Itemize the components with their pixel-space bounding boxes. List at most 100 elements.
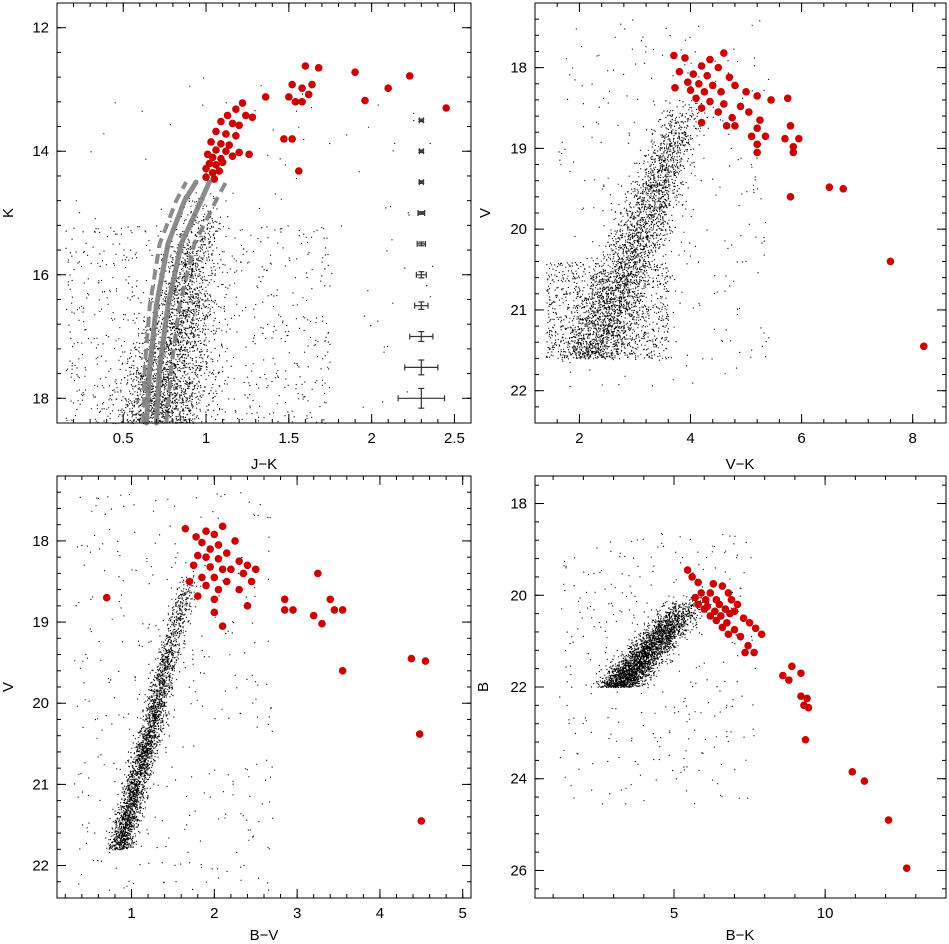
member-star-point (670, 51, 678, 60)
member-star-point (218, 158, 227, 167)
member-star-point (753, 92, 761, 100)
member-star-point (724, 630, 733, 639)
member-star-point (695, 79, 703, 88)
member-star-point (210, 530, 219, 539)
member-star-point (261, 93, 270, 101)
member-star-point (681, 54, 689, 62)
y-tick-label: 20 (32, 695, 49, 712)
member-star-point (688, 573, 696, 581)
member-star-point (228, 152, 237, 160)
member-star-point (781, 134, 789, 143)
member-star-point (189, 561, 198, 570)
panel-bv-v-x-label: B−V (250, 927, 279, 944)
member-star-point (338, 666, 347, 675)
member-star-point (214, 541, 223, 549)
panel-vk-v-x-ticks: 2 4 6 8 (534, 3, 936, 447)
member-star-point (789, 142, 798, 151)
panel-bk-b-frame (534, 475, 947, 899)
y-tick-label: 18 (32, 533, 49, 550)
member-star-point (797, 669, 805, 678)
member-star-point (210, 175, 219, 183)
member-star-point (222, 549, 231, 557)
member-star-point (181, 524, 190, 533)
member-star-point (405, 72, 414, 80)
member-star-point (202, 553, 210, 561)
member-star-point (686, 86, 695, 95)
member-star-point (294, 167, 303, 175)
member-star-point (288, 135, 296, 143)
member-star-point (330, 606, 339, 614)
x-tick-label: 6 (797, 430, 805, 447)
member-star-point (222, 147, 230, 156)
member-star-point (761, 132, 770, 141)
panel-bk-b-y-label: B (475, 682, 492, 692)
panel-vk-v-y-ticks: 18 19 20 21 22 (510, 2, 946, 424)
member-star-point (697, 62, 706, 70)
y-tick-label: 21 (32, 776, 49, 793)
panel-jk-k-y-label: K (0, 208, 17, 218)
member-star-point (703, 71, 711, 80)
panel-bv-v-y-ticks: 18 19 20 21 22 (32, 475, 471, 899)
member-star-point (779, 671, 787, 680)
member-star-point (314, 569, 322, 578)
member-star-point (210, 608, 219, 617)
x-tick-label: 2.5 (444, 430, 465, 447)
panel-bk-b-x-ticks: 5 10 (552, 476, 947, 922)
member-star-point (726, 609, 734, 618)
x-tick-label: 2 (575, 430, 583, 447)
member-star-point (232, 131, 240, 140)
member-star-point (700, 88, 709, 96)
isochrone-dashed (164, 181, 228, 424)
member-star-point (298, 98, 306, 106)
member-star-point (730, 625, 739, 634)
member-star-point (251, 565, 260, 574)
member-star-point (214, 585, 223, 594)
member-star-point (722, 121, 731, 130)
member-star-point (288, 80, 296, 89)
field-star-cloud (546, 19, 770, 388)
panel-bv-v-member-stars (102, 522, 430, 825)
member-star-point (222, 130, 230, 138)
member-star-point (212, 161, 220, 169)
panel-vk-v: 2 4 6 8 18 19 20 21 22 V−K V (477, 2, 947, 473)
member-star-point (222, 577, 231, 586)
member-star-point (280, 595, 289, 604)
member-star-point (733, 600, 742, 609)
member-star-point (225, 141, 234, 149)
x-tick-label: 1.5 (278, 430, 299, 447)
x-tick-label: 2 (210, 905, 218, 922)
y-tick-label: 18 (32, 390, 49, 407)
member-star-point (227, 565, 235, 574)
panel-vk-v-member-stars (670, 49, 928, 351)
member-star-point (747, 132, 756, 141)
member-star-point (691, 593, 699, 602)
panel-jk-k-y-ticks: 12 14 16 18 (32, 2, 471, 424)
y-tick-label: 18 (510, 60, 527, 77)
member-star-point (210, 573, 219, 582)
isochrone-solid (153, 179, 212, 426)
member-star-point (919, 342, 928, 351)
error-bar (417, 210, 426, 216)
member-star-point (720, 100, 728, 108)
member-star-point (185, 577, 194, 586)
member-star-point (351, 68, 359, 76)
member-star-point (285, 93, 293, 101)
member-star-point (308, 80, 316, 89)
x-tick-label: 4 (686, 430, 694, 447)
member-star-point (795, 134, 803, 143)
member-star-point (706, 589, 715, 597)
member-star-point (214, 554, 223, 563)
member-star-point (825, 183, 834, 191)
member-star-point (753, 124, 761, 132)
member-star-point (304, 90, 313, 99)
y-tick-label: 18 (510, 496, 527, 513)
member-star-point (212, 127, 220, 136)
member-star-point (751, 624, 760, 633)
member-star-point (407, 654, 416, 663)
member-star-point (736, 632, 745, 641)
member-star-point (218, 522, 227, 531)
x-tick-label: 3 (293, 905, 301, 922)
member-star-point (218, 565, 227, 574)
member-star-point (839, 184, 848, 193)
x-tick-label: 5 (670, 905, 678, 922)
